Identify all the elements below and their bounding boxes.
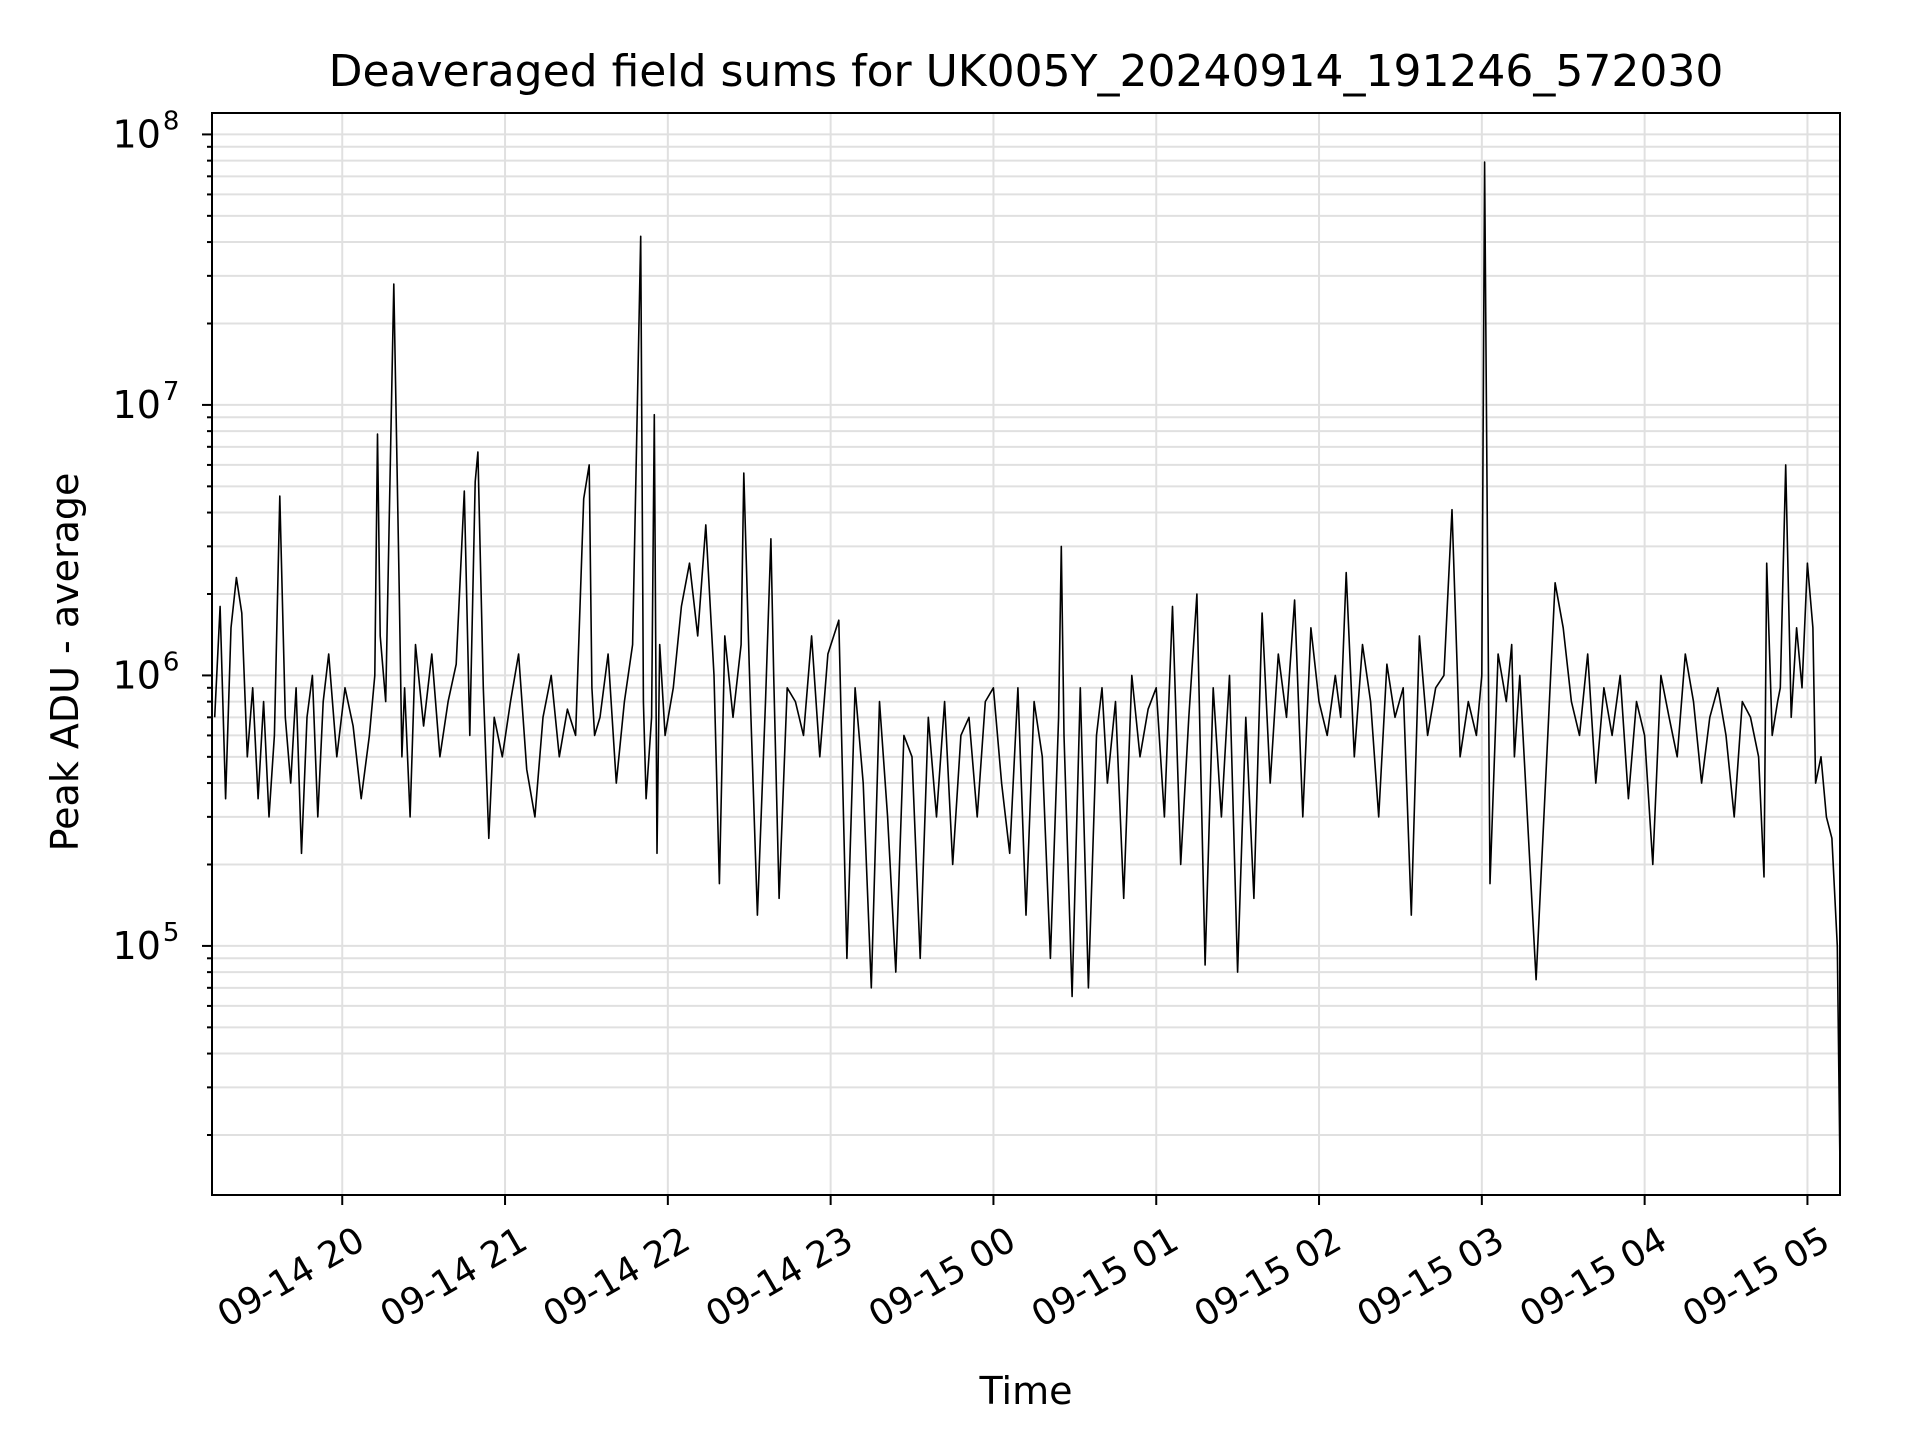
series-layer (213, 161, 1841, 1169)
x-tick-label: 09-15 05 (1676, 1219, 1837, 1335)
data-line (213, 161, 1841, 1169)
y-tick-label: 107 (113, 377, 180, 427)
x-tick-label: 09-15 02 (1188, 1219, 1349, 1335)
y-tick-label: 108 (113, 106, 180, 156)
x-tick-label: 09-15 03 (1350, 1219, 1511, 1335)
y-tick-label: 106 (113, 647, 180, 697)
y-tick-label: 105 (113, 918, 180, 968)
x-tick-label: 09-15 04 (1513, 1219, 1674, 1335)
plot-frame (211, 112, 1841, 1196)
x-tick-label: 09-14 20 (211, 1219, 372, 1335)
x-tick-label: 09-14 22 (536, 1219, 697, 1335)
x-axis-label: Time (979, 1369, 1073, 1413)
x-tick-label: 09-15 01 (1025, 1219, 1186, 1335)
grid (212, 113, 1840, 1195)
chart-title: Deaveraged field sums for UK005Y_2024091… (329, 46, 1724, 97)
x-tick-label: 09-15 00 (862, 1219, 1023, 1335)
x-tick-label: 09-14 23 (699, 1219, 860, 1335)
y-axis-label: Peak ADU - average (43, 473, 87, 852)
x-tick-label: 09-14 21 (374, 1219, 535, 1335)
